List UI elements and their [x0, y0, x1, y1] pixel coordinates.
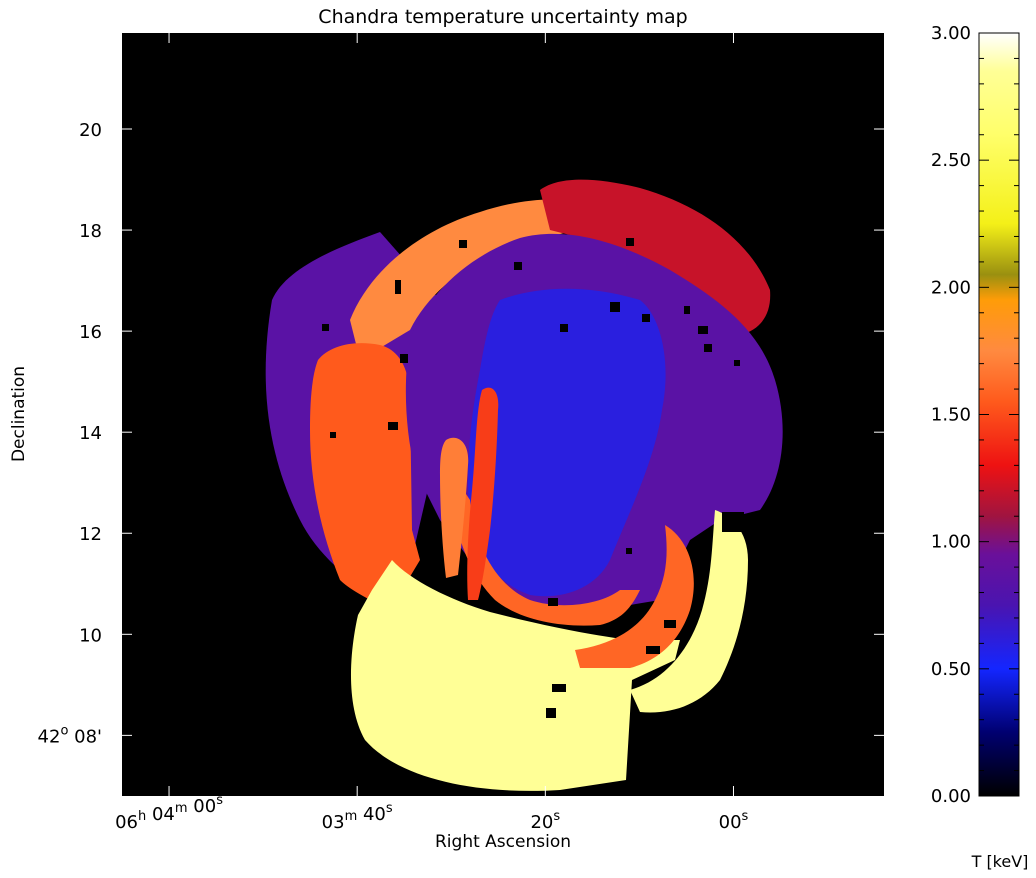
- masked-pixel: [704, 344, 712, 352]
- colorbar-tick-label: 2.50: [931, 150, 971, 171]
- masked-pixel: [626, 238, 634, 246]
- region-inner-ring-south: [450, 470, 640, 626]
- region-inner-streak: [467, 387, 499, 600]
- plot-area: [122, 33, 884, 796]
- temperature-regions: [265, 179, 783, 791]
- masked-pixel: [722, 512, 744, 532]
- y-axis-label: Declination: [9, 366, 29, 462]
- colorbar-tick-label: 3.00: [931, 23, 971, 44]
- region-inner-pale-streak: [440, 437, 469, 578]
- region-west-crescent: [310, 343, 420, 610]
- x-tick-label: 06h 04m 00s: [115, 793, 223, 833]
- masked-pixel: [560, 324, 568, 332]
- y-tick-label: 10: [79, 625, 102, 646]
- masked-pixel: [322, 324, 329, 331]
- x-tick-label: 00s: [719, 809, 749, 833]
- region-southeast-arc: [630, 510, 748, 713]
- y-tick-label: 42o 08': [38, 723, 102, 747]
- masked-pixel: [698, 326, 708, 334]
- region-south-arc: [350, 560, 680, 791]
- colorbar-tick-label: 0.50: [931, 659, 971, 680]
- masked-pixel: [459, 240, 467, 248]
- colorbar-ticks: 0.00 0.50 1.00 1.50 2.00 2.50 3.00: [931, 23, 1019, 807]
- masked-pixel: [388, 422, 398, 430]
- masked-pixel: [610, 302, 620, 312]
- region-southeast-inner-arc: [575, 525, 694, 668]
- colorbar-tick-label: 0.00: [931, 786, 971, 807]
- masked-pixel: [684, 306, 690, 314]
- colorbar-tick-label: 1.00: [931, 532, 971, 553]
- masked-pixel: [734, 360, 740, 366]
- masked-pixel: [548, 598, 558, 606]
- y-tick-label: 14: [79, 423, 102, 444]
- chart-title: Chandra temperature uncertainty map: [318, 6, 687, 28]
- x-tick-labels: 06h 04m 00s 03m 40s 20s 00s: [115, 793, 748, 833]
- colorbar-tick-label: 2.00: [931, 277, 971, 298]
- region-northeast-arc: [540, 179, 771, 335]
- region-core: [468, 288, 666, 597]
- colorbar-tick-label: 1.50: [931, 405, 971, 426]
- y-tick-label: 20: [79, 120, 102, 141]
- y-tick-label: 16: [79, 322, 102, 343]
- axis-tick-marks: [122, 33, 884, 796]
- masked-pixel: [664, 620, 676, 628]
- masked-pixel: [546, 708, 556, 718]
- x-tick-label: 03m 40s: [322, 801, 393, 833]
- masked-pixel: [626, 548, 632, 554]
- masked-pixel: [552, 684, 566, 692]
- masked-pixel: [642, 314, 650, 322]
- x-axis-label: Right Ascension: [435, 832, 571, 852]
- x-tick-label: 20s: [530, 809, 560, 833]
- masked-pixel: [395, 280, 401, 294]
- colorbar-label: T [keV]: [971, 852, 1029, 871]
- masked-pixel: [330, 432, 336, 438]
- y-tick-labels: 42o 08' 10 12 14 16 18 20: [38, 120, 102, 747]
- masked-point-sources: [322, 238, 744, 718]
- colorbar: 0.00 0.50 1.00 1.50 2.00 2.50 3.00 T [keV]: [931, 23, 1028, 871]
- y-tick-label: 18: [79, 221, 102, 242]
- masked-pixel: [400, 354, 408, 363]
- masked-pixel: [646, 646, 660, 654]
- masked-pixel: [514, 262, 522, 270]
- y-tick-label: 12: [79, 524, 102, 545]
